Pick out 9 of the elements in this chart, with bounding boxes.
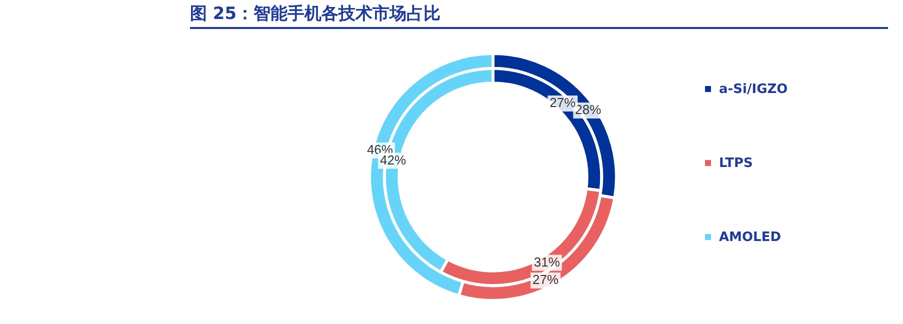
legend-label: LTPS [719,156,753,170]
data-label: 27% [550,95,576,110]
data-label: 28% [575,102,602,118]
data-label: 27% [532,272,560,288]
chart-title: 图 25：智能手机各技术市场占比 [190,2,888,29]
legend-label: AMOLED [719,230,782,244]
data-label: 42% [380,152,406,168]
legend-label: a-Si/IGZO [719,82,788,96]
data-label: 31% [534,254,560,270]
